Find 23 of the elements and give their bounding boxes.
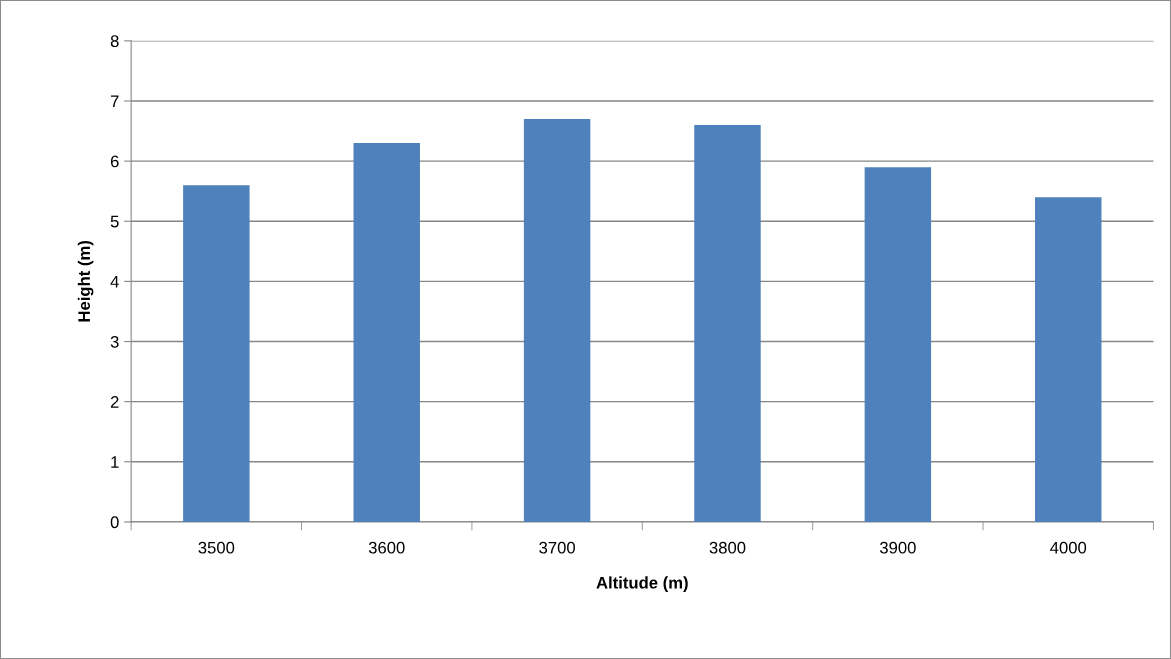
x-tick-label: 3800: [709, 541, 746, 554]
bar: [694, 125, 761, 522]
y-tick-label: 8: [110, 35, 119, 48]
y-tick-label: 5: [110, 215, 119, 228]
bar: [183, 185, 250, 522]
x-axis-title: Altitude (m): [596, 576, 688, 592]
x-tick-label: 3900: [879, 541, 916, 554]
y-tick-label: 2: [110, 396, 119, 408]
bar: [353, 143, 420, 522]
bar: [864, 167, 932, 522]
x-tick-label: 3700: [539, 541, 575, 554]
y-tick-label: 6: [110, 155, 119, 168]
y-axis-title: Height (m): [77, 241, 94, 322]
y-tick-label: 4: [110, 275, 119, 288]
x-tick-label: 4000: [1050, 541, 1087, 554]
y-tick-label: 7: [110, 95, 119, 108]
x-tick-label: 3600: [368, 541, 405, 554]
y-tick-label: 3: [110, 335, 119, 348]
bar: [523, 119, 591, 522]
x-tick-label: 3500: [198, 541, 235, 554]
y-tick-label: 1: [111, 456, 119, 468]
y-tick-label: 0: [110, 516, 119, 529]
bar: [1035, 197, 1102, 522]
